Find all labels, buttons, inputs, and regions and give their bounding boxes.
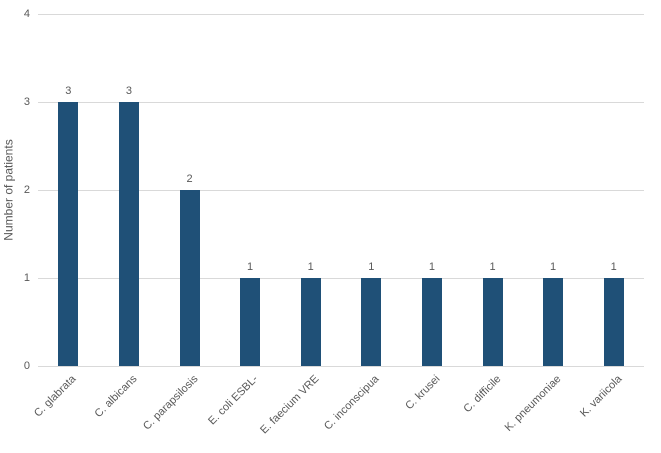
- bar: [118, 102, 139, 366]
- y-tick-label: 0: [23, 360, 30, 372]
- data-label: 1: [247, 261, 254, 273]
- data-label: 3: [125, 85, 132, 97]
- bar: [421, 278, 442, 366]
- data-label: 1: [307, 261, 314, 273]
- gridline: [38, 102, 644, 103]
- gridline: [38, 14, 644, 15]
- y-tick-label: 1: [23, 272, 30, 284]
- gridline: [38, 278, 644, 279]
- bar: [361, 278, 382, 366]
- data-label: 1: [550, 261, 557, 273]
- gridline: [38, 366, 644, 367]
- bar: [179, 190, 200, 366]
- y-tick-label: 4: [23, 8, 30, 20]
- bar: [543, 278, 564, 366]
- data-label: 2: [186, 173, 193, 185]
- bar: [300, 278, 321, 366]
- data-label: 1: [489, 261, 496, 273]
- bar: [482, 278, 503, 366]
- data-label: 1: [610, 261, 617, 273]
- data-label: 3: [65, 85, 72, 97]
- bar: [240, 278, 261, 366]
- y-tick-label: 2: [23, 184, 30, 196]
- data-label: 1: [368, 261, 375, 273]
- data-label: 1: [428, 261, 435, 273]
- plot-area: [38, 14, 644, 367]
- y-tick-label: 3: [23, 96, 30, 108]
- bar: [58, 102, 79, 366]
- gridline: [38, 190, 644, 191]
- bar: [603, 278, 624, 366]
